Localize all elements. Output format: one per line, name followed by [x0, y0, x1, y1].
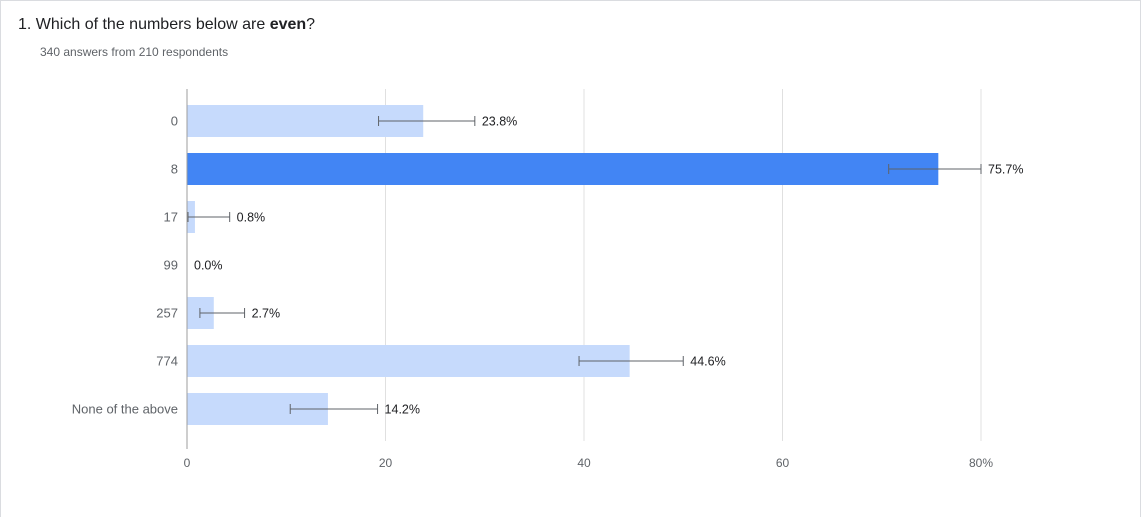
category-label: 257	[156, 306, 178, 321]
bar[interactable]	[187, 153, 939, 185]
x-tick-label: 20	[379, 456, 393, 470]
x-tick-label: 0	[184, 456, 191, 470]
category-label: 774	[156, 354, 178, 369]
question-number: 1.	[18, 16, 32, 33]
data-label: 44.6%	[690, 355, 725, 369]
x-tick-label: 60	[776, 456, 790, 470]
data-label: 0.8%	[237, 211, 265, 225]
response-count: 340 answers from 210 respondents	[40, 45, 229, 59]
category-label: 99	[164, 258, 178, 273]
category-label: 8	[171, 162, 178, 177]
question-title: 1. Which of the numbers below are even?	[18, 16, 315, 34]
data-label: 2.7%	[252, 307, 281, 321]
data-label: 75.7%	[988, 163, 1023, 177]
question-text-start: Which of the numbers below are	[35, 16, 270, 33]
data-label: 0.0%	[194, 259, 223, 273]
x-tick-label: 80%	[969, 456, 993, 470]
data-label: 14.2%	[385, 403, 420, 417]
category-label: 17	[164, 210, 178, 225]
data-label: 23.8%	[482, 115, 517, 129]
category-label: 0	[171, 114, 178, 129]
question-text-bold: even	[269, 16, 307, 33]
question-text-end: ?	[306, 16, 316, 33]
category-label: None of the above	[72, 402, 178, 417]
bar[interactable]	[187, 345, 630, 377]
question-text: Which of the numbers below are even?	[36, 16, 315, 33]
x-tick-label: 40	[577, 456, 591, 470]
